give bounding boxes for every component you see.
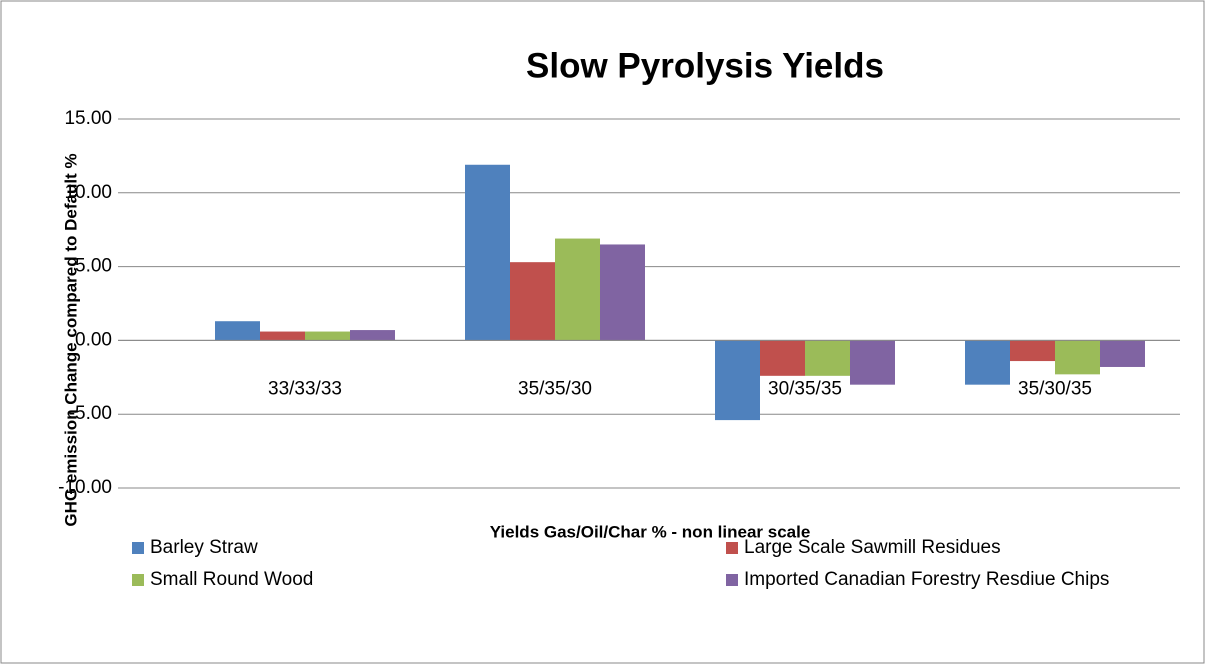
legend-label: Small Round Wood	[150, 569, 313, 590]
bar	[1055, 340, 1100, 375]
y-tick-label: 10.00	[64, 182, 112, 203]
x-axis-label: Yields Gas/Oil/Char % - non linear scale	[490, 522, 811, 541]
bar	[715, 340, 760, 421]
chart-title: Slow Pyrolysis Yields	[526, 46, 884, 85]
bar	[965, 340, 1010, 385]
bar	[510, 262, 555, 341]
bar	[805, 340, 850, 376]
y-axis-label: GHG emission Change compared to Default …	[61, 153, 80, 526]
bar	[1100, 340, 1145, 367]
legend-label: Large Scale Sawmill Residues	[744, 537, 1001, 558]
legend-label: Imported Canadian Forestry Resdiue Chips	[744, 569, 1109, 590]
bar	[260, 331, 305, 341]
bar	[850, 340, 895, 385]
x-tick-label: 35/30/35	[1018, 378, 1092, 399]
y-tick-label: 0.00	[75, 329, 112, 350]
legend-swatch	[132, 542, 144, 554]
legend-label: Barley Straw	[150, 537, 258, 558]
legend-swatch	[132, 574, 144, 586]
y-tick-label: 5.00	[75, 256, 112, 277]
bar	[350, 330, 395, 341]
x-tick-label: 35/35/30	[518, 378, 592, 399]
legend-swatch	[726, 542, 738, 554]
bar	[215, 321, 260, 341]
bar	[305, 331, 350, 341]
x-tick-label: 33/33/33	[268, 378, 342, 399]
y-tick-label: 15.00	[64, 108, 112, 129]
legend-swatch	[726, 574, 738, 586]
bar	[1010, 340, 1055, 362]
bar	[555, 238, 600, 341]
bar	[760, 340, 805, 376]
y-tick-label: -5.00	[69, 403, 112, 424]
bar	[465, 164, 510, 341]
bar	[600, 244, 645, 341]
x-tick-label: 30/35/35	[768, 378, 842, 399]
y-tick-label: -10.00	[58, 477, 112, 498]
